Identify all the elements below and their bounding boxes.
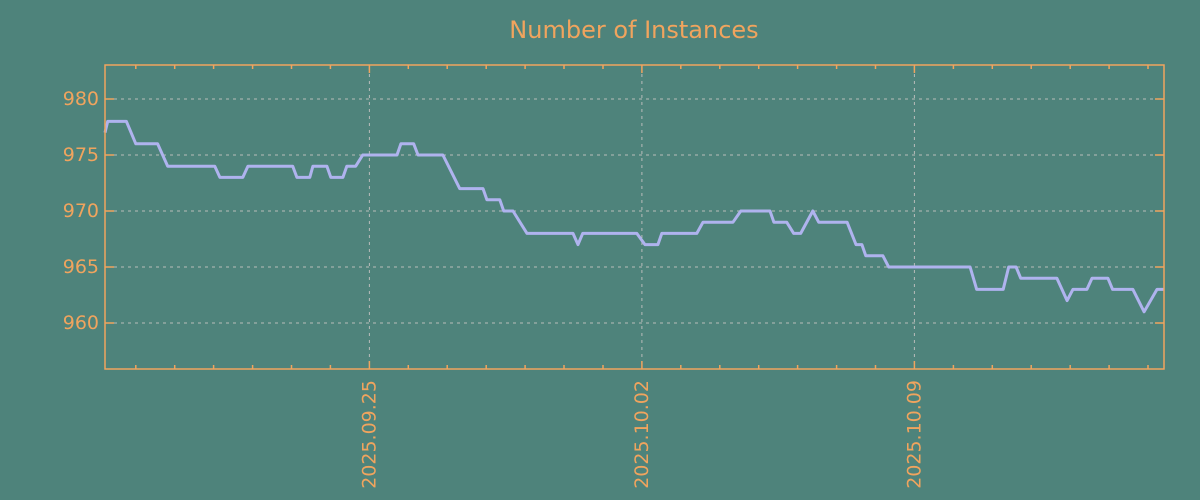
x-tick-label: 2025.10.02 — [631, 380, 653, 489]
tick-label-layer: 960 965 970 975 980 2025.09.25 2025.10.02 2025.… — [63, 88, 926, 489]
y-tick-label: 975 — [63, 144, 99, 166]
instances-line — [103, 119, 1164, 314]
x-tick-label: 2025.09.25 — [358, 380, 380, 489]
y-tick-label: 980 — [63, 88, 99, 110]
y-tick-label: 970 — [63, 200, 99, 222]
series-layer — [103, 119, 1164, 314]
plot-border — [104, 64, 1165, 370]
grid-layer — [107, 67, 1162, 367]
axis-layer — [104, 64, 1165, 370]
x-tick-label: 2025.10.09 — [903, 380, 925, 489]
chart-title: Number of Instances — [509, 16, 758, 44]
y-tick-label: 960 — [63, 312, 99, 334]
y-tick-label: 965 — [63, 256, 99, 278]
